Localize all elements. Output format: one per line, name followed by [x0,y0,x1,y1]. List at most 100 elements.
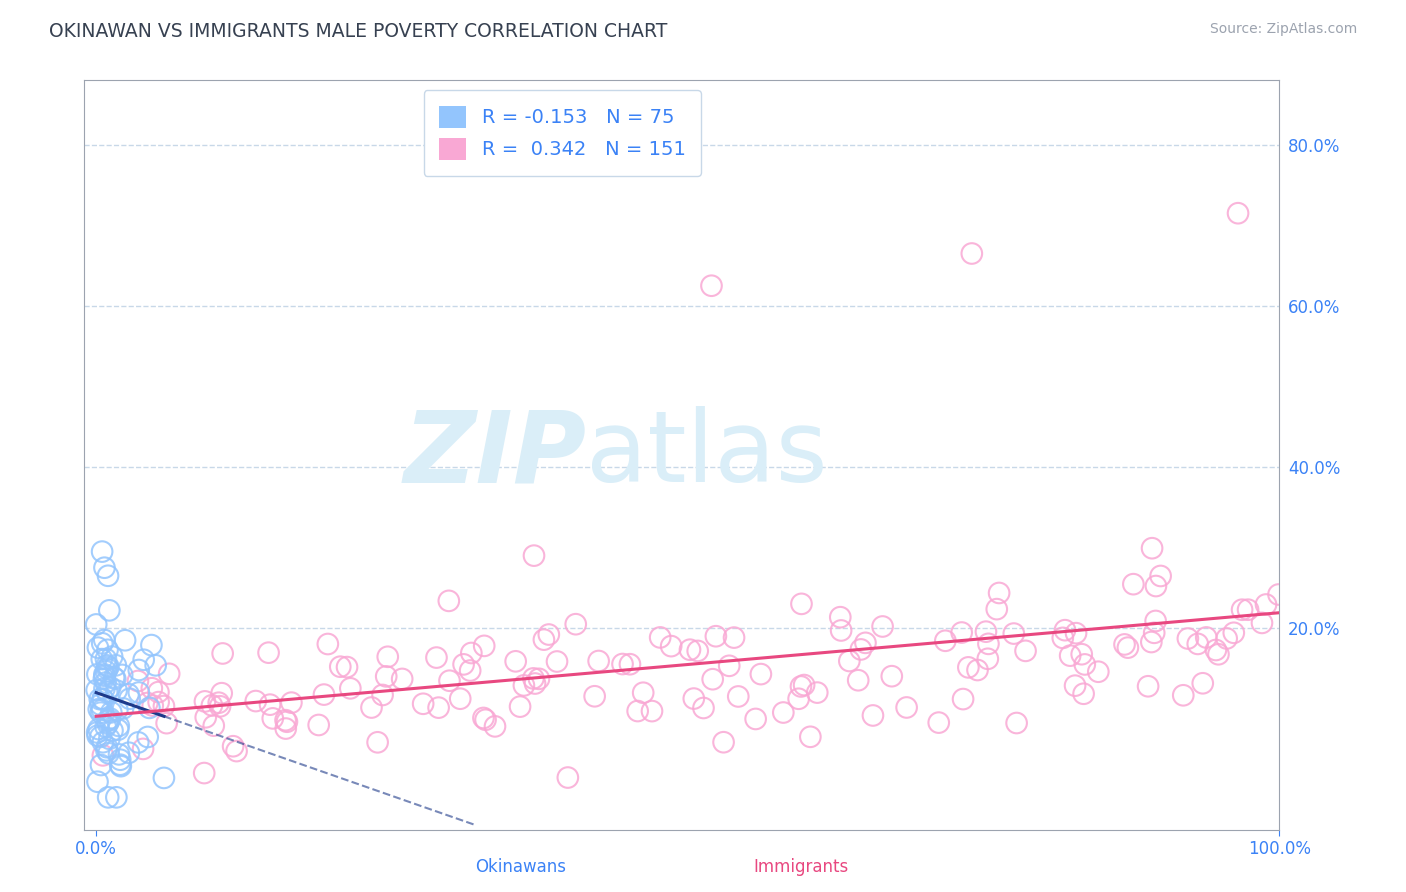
Point [194,710,217,724]
Point [527,672,550,686]
Point [86,774,108,789]
Point [89,692,111,706]
Point [391,672,413,686]
Point [128,663,150,677]
Point [274,713,297,727]
Point [145,658,167,673]
Point [274,722,297,736]
Point [830,624,852,638]
Point [86,667,108,681]
Point [98,714,121,728]
Point [98,603,121,617]
Point [1187,637,1209,651]
Point [280,696,302,710]
Point [148,685,170,699]
Point [679,642,702,657]
Point [855,636,877,650]
Point [93,669,115,683]
Point [132,653,155,667]
Point [148,695,170,709]
Point [329,659,352,673]
Point [484,719,506,733]
Point [460,646,482,660]
Point [727,690,749,704]
Point [1005,716,1028,731]
Point [97,790,120,805]
Point [1177,632,1199,646]
Point [713,735,735,749]
Point [194,694,217,708]
Point [107,723,129,737]
Point [1173,688,1195,702]
Point [627,704,650,718]
Point [87,640,110,655]
Point [872,619,894,633]
Point [1267,587,1289,601]
Point [612,657,634,671]
Point [209,699,232,714]
Point [583,690,606,704]
Point [90,758,112,772]
Point [838,654,860,668]
Point [723,631,745,645]
Point [96,743,118,757]
Point [110,759,132,773]
Point [107,719,129,733]
Point [793,678,815,692]
Point [427,700,450,714]
Point [91,636,114,650]
Point [1144,614,1167,628]
Point [93,560,115,574]
Text: ZIP: ZIP [404,407,586,503]
Point [93,632,115,647]
Point [1254,598,1277,612]
Point [89,698,111,712]
Point [90,652,112,666]
Point [308,718,330,732]
Point [1064,679,1087,693]
Point [96,714,118,728]
Point [86,729,108,743]
Point [957,660,980,674]
Point [101,649,124,664]
Point [928,715,950,730]
Point [136,696,159,710]
Point [437,594,460,608]
Point [682,691,704,706]
Point [1191,676,1213,690]
Point [449,691,471,706]
Point [118,691,141,706]
Point [104,672,127,686]
Point [105,703,128,717]
Point [412,697,434,711]
Point [474,713,496,727]
Point [117,687,139,701]
Point [700,278,723,293]
Point [127,673,149,688]
Point [830,610,852,624]
Point [127,735,149,749]
Point [105,683,128,698]
Point [87,722,110,736]
Point [1053,623,1076,637]
Point [718,658,741,673]
Point [1251,615,1274,630]
Point [91,544,114,558]
Point [90,706,112,720]
Point [564,617,586,632]
Point [371,688,394,702]
Point [988,586,1011,600]
Point [103,671,125,685]
Point [1149,569,1171,583]
Point [1215,632,1237,646]
Point [93,681,115,696]
Point [513,678,536,692]
Point [262,711,284,725]
Point [1070,647,1092,661]
Point [588,654,610,668]
Point [650,631,672,645]
Point [132,742,155,756]
Point [505,654,527,668]
Point [153,699,176,714]
Point [790,597,813,611]
